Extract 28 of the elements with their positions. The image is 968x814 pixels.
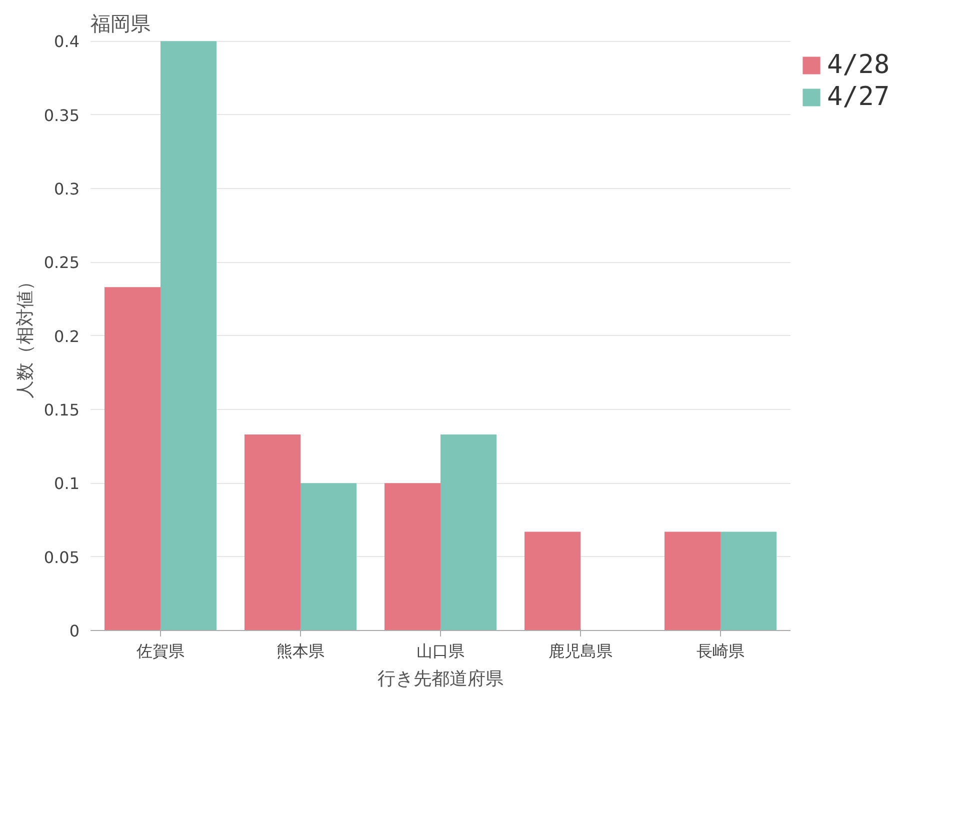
chart-title: 福岡県 bbox=[90, 12, 150, 36]
y-tick-label: 0.35 bbox=[44, 106, 80, 125]
y-tick-label: 0.2 bbox=[54, 326, 80, 346]
y-tick-label: 0.05 bbox=[44, 548, 80, 567]
bar bbox=[720, 532, 776, 630]
legend-label: 4/27 bbox=[827, 82, 890, 112]
y-tick-label: 0.4 bbox=[54, 32, 80, 52]
bar bbox=[440, 434, 496, 630]
y-tick-label: 0.25 bbox=[44, 253, 80, 272]
x-tick-label: 長崎県 bbox=[696, 642, 744, 660]
x-axis-title: 行き先都道府県 bbox=[378, 668, 504, 690]
y-tick-label: 0 bbox=[69, 622, 80, 640]
y-tick-label: 0.15 bbox=[44, 400, 80, 420]
bar bbox=[664, 532, 720, 630]
bar bbox=[300, 483, 356, 630]
y-axis-title: 人数（相対値） bbox=[14, 272, 36, 398]
bar bbox=[384, 483, 440, 630]
bar bbox=[244, 434, 300, 630]
legend-label: 4/28 bbox=[827, 50, 890, 80]
bar bbox=[104, 287, 160, 630]
x-tick-label: 山口県 bbox=[416, 642, 464, 660]
bar bbox=[524, 532, 580, 630]
x-tick-label: 熊本県 bbox=[276, 642, 324, 660]
y-tick-label: 0.1 bbox=[54, 474, 80, 494]
x-tick-label: 佐賀県 bbox=[136, 642, 184, 660]
x-tick-label: 鹿児島県 bbox=[548, 642, 612, 660]
y-tick-label: 0.3 bbox=[54, 179, 80, 198]
bar bbox=[160, 41, 216, 630]
